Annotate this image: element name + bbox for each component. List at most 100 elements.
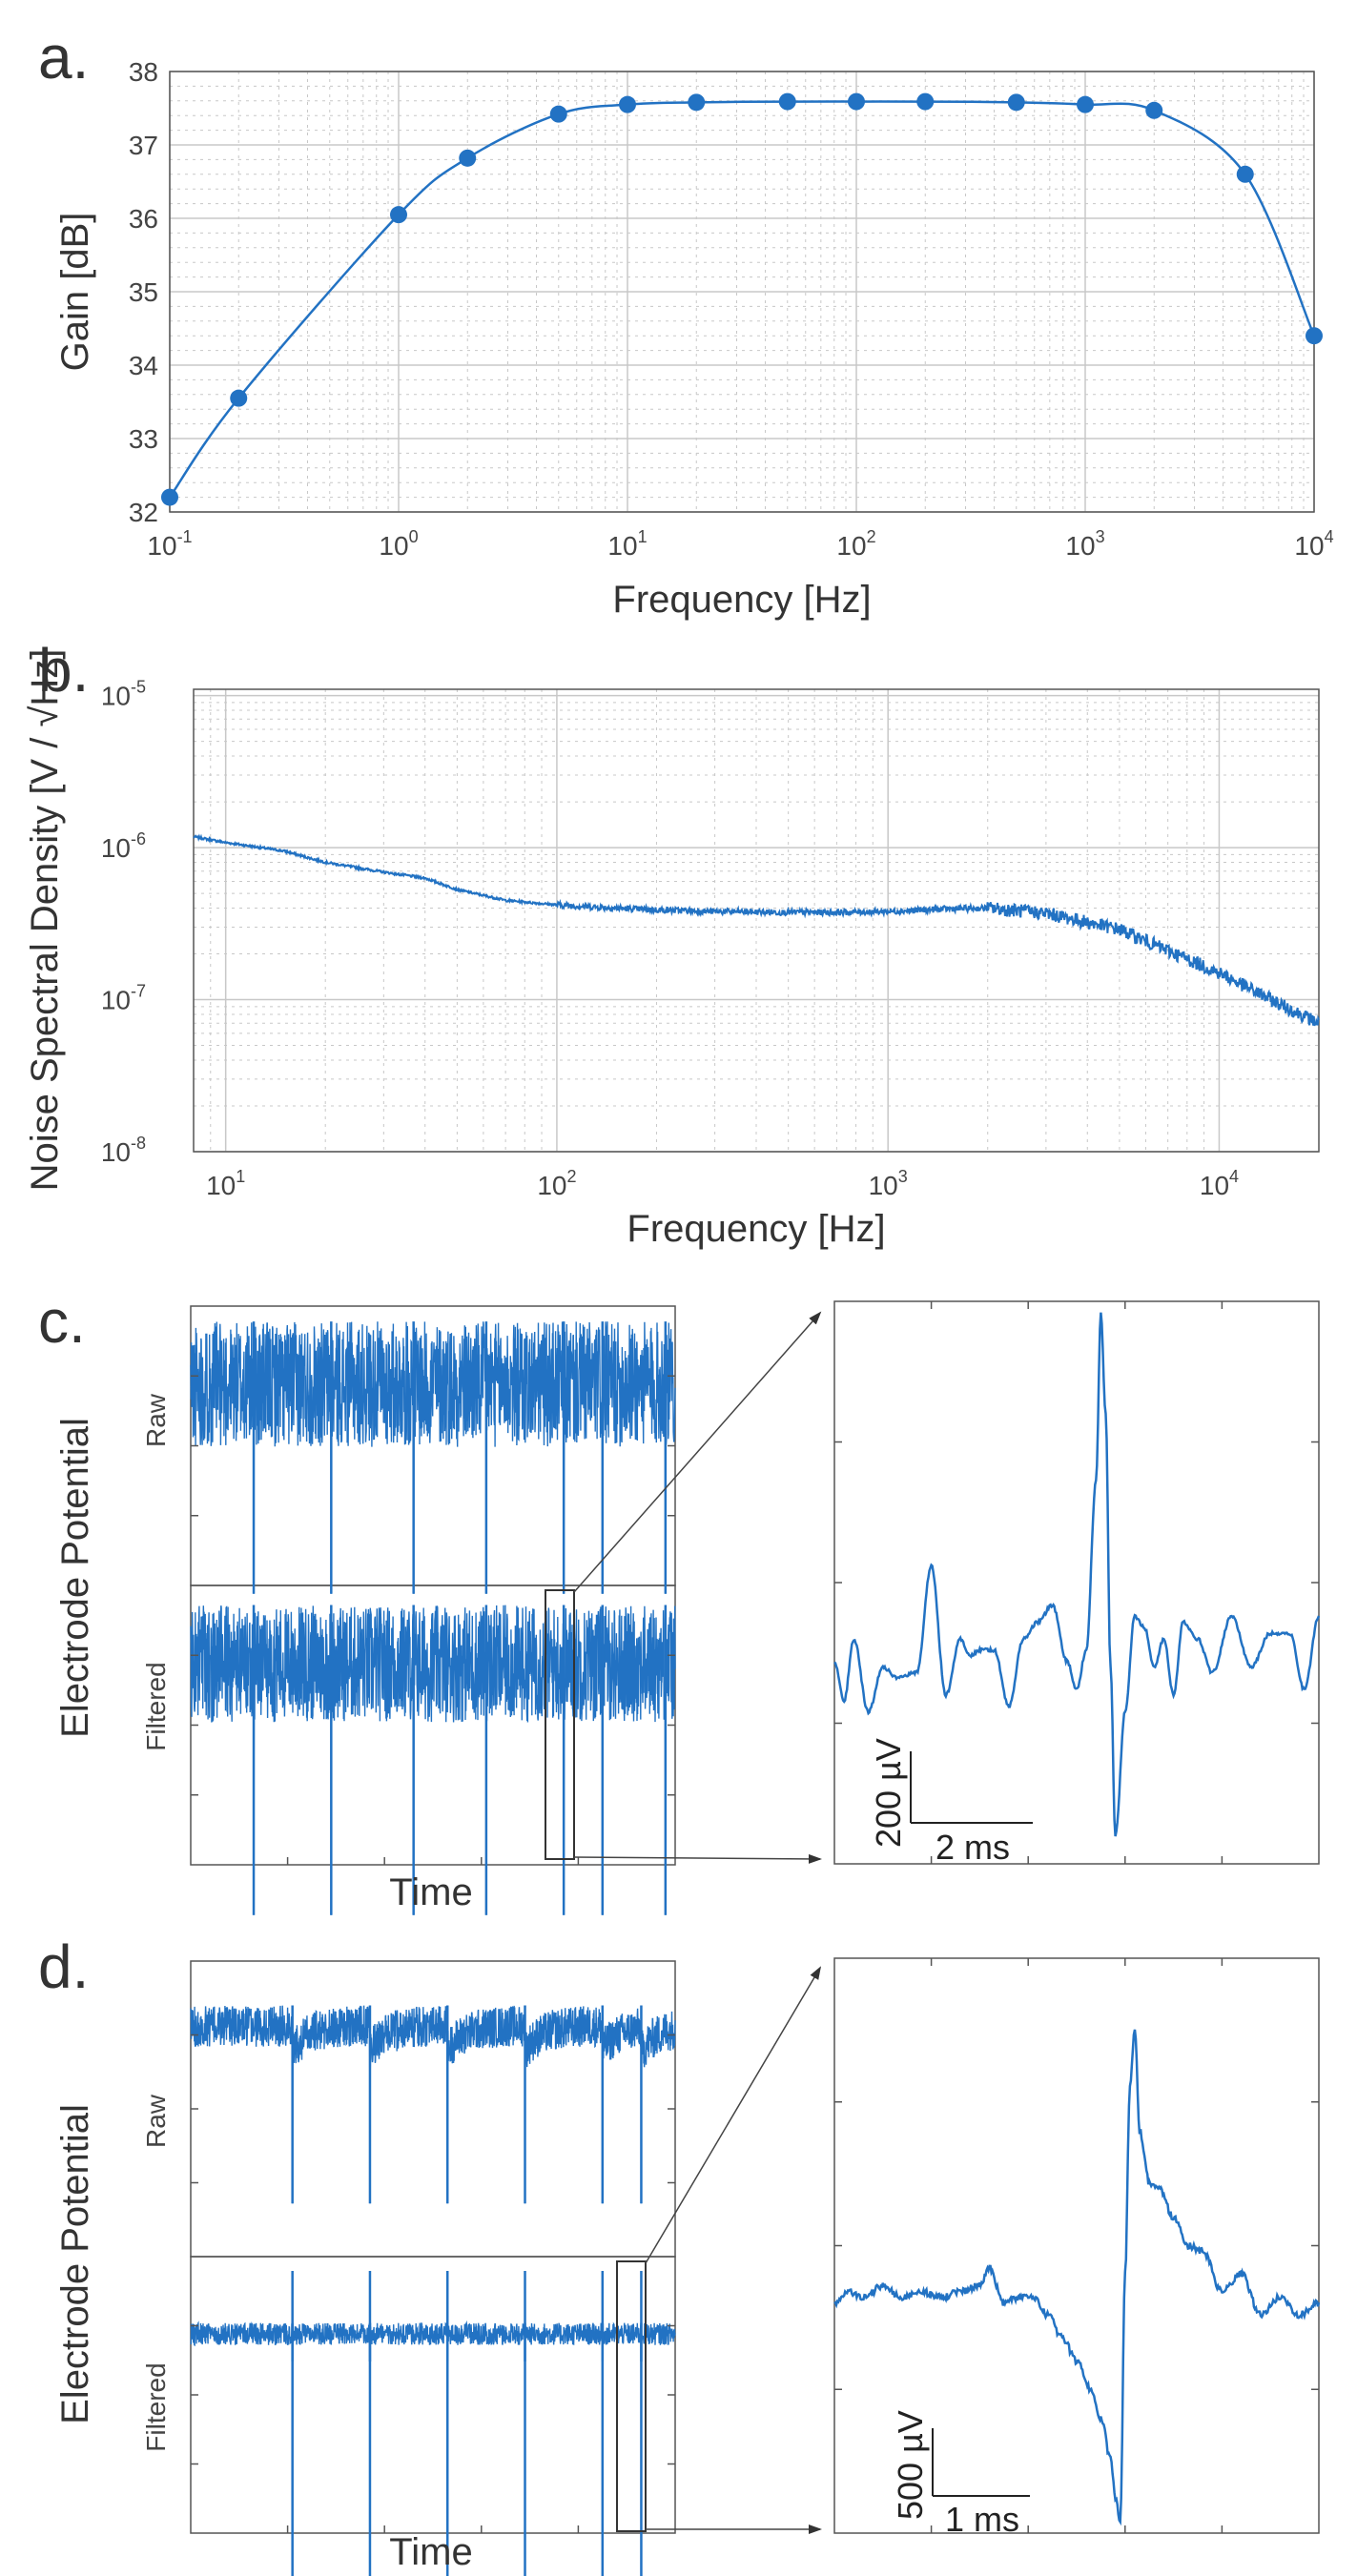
panel-a-xtick-label-base: 10 <box>147 531 176 561</box>
panel-d-filtered-label: Filtered <box>141 2362 171 2451</box>
panel-d-zoom-arrow-top <box>645 1966 822 2264</box>
panel-a-xtick-label: 103 <box>1065 527 1104 561</box>
panel-c-ylabel: Electrode Potential <box>54 1418 96 1738</box>
panel-b-ytick-label-base: 10 <box>101 1137 131 1167</box>
panel-a-xticks: 10-1 100 101 102 103 104 <box>147 527 1333 561</box>
panel-d: d. Electrode Potential Raw Filtered Time… <box>38 1932 1321 2576</box>
panel-a-ytick-label: 34 <box>129 351 158 380</box>
panel-b-xtick-label-base: 10 <box>869 1171 898 1200</box>
panel-b-xtick-label: 102 <box>537 1167 576 1200</box>
panel-a-ytick-label: 38 <box>129 57 158 87</box>
panel-a-xlabel: Frequency [Hz] <box>612 579 871 621</box>
panel-c: c. Electrode Potential Raw Filtered Time… <box>38 1287 1321 1915</box>
panel-b-xtick-label-base: 10 <box>537 1171 566 1200</box>
panel-a-xtick-label: 101 <box>607 527 647 561</box>
panel-a-gain-point <box>161 488 178 506</box>
panel-a-xtick-label-exp: 4 <box>1325 527 1334 546</box>
panel-a-ytick-label: 37 <box>129 131 158 160</box>
panel-c-ticks <box>191 1375 675 1865</box>
panel-d-zoom-trace <box>833 1958 1321 2533</box>
panel-b-ytick-label: 10-6 <box>101 829 146 863</box>
panel-a-gain-point <box>916 92 935 111</box>
panel-b-ytick-label: 10-5 <box>101 678 146 711</box>
panel-b-xtick-label: 104 <box>1200 1167 1239 1200</box>
panel-a-xtick-label: 10-1 <box>147 527 192 561</box>
panel-b-ytick-label-exp: -7 <box>131 982 146 1001</box>
panel-b-xtick-label: 103 <box>869 1167 908 1200</box>
panel-a-xtick-label-exp: -1 <box>177 527 193 546</box>
panel-a-xtick-label-base: 10 <box>1294 531 1324 561</box>
panel-b-ytick-label-exp: -6 <box>131 829 146 848</box>
panel-c-zoom-arrow-bottom <box>573 1853 822 1864</box>
panel-b-xtick-label-exp: 2 <box>566 1167 576 1186</box>
panel-a-gain-point <box>688 93 706 112</box>
panel-d-scalebar-v-label: 500 µV <box>891 2410 930 2520</box>
panel-a-xtick-label-base: 10 <box>607 531 637 561</box>
panel-b-series <box>193 833 1320 1027</box>
panel-b-xtick-label-base: 10 <box>206 1171 236 1200</box>
panel-d-zoom-line <box>833 2029 1321 2526</box>
panel-c-filtered-label: Filtered <box>141 1662 171 1750</box>
panel-a-letter: a. <box>38 23 89 92</box>
panel-b-ytick-label: 10-8 <box>101 1134 146 1167</box>
panel-d-filtered-trace <box>190 2271 676 2576</box>
panel-b-ytick-label: 10-7 <box>101 982 146 1015</box>
panel-a-axes-box <box>169 71 1315 513</box>
panel-a-xtick-label-base: 10 <box>836 531 866 561</box>
panel-b-xtick-label-exp: 4 <box>1229 1167 1239 1186</box>
panel-c-scalebar-t-label: 2 ms <box>936 1828 1010 1867</box>
panel-b-ytick-label-base: 10 <box>101 986 131 1015</box>
panel-b-yticks: 10-810-710-610-5 <box>101 678 146 1167</box>
panel-a-yticks: 32 33 34 35 36 37 38 <box>129 57 158 527</box>
panel-b-xticks: 101 102 103 104 <box>206 1167 1239 1200</box>
panel-b-xtick-label-base: 10 <box>1200 1171 1229 1200</box>
panel-a-gain-point <box>1145 101 1163 119</box>
panel-d-filtered-line <box>190 2320 676 2576</box>
panel-b-ytick-label-exp: -8 <box>131 1134 146 1153</box>
panel-b-noise-line <box>193 833 1320 1027</box>
panel-c-letter: c. <box>38 1287 86 1356</box>
panel-a-gain-point <box>619 95 636 113</box>
panel-a-gain-point <box>549 105 567 123</box>
panel-a-xtick-label-exp: 0 <box>409 527 419 546</box>
panel-a-series <box>161 92 1323 506</box>
panel-c-filtered-line <box>190 1605 676 1915</box>
panel-b-letter: b. <box>38 636 89 705</box>
panel-b-ytick-label-base: 10 <box>101 682 131 711</box>
panel-d-ylabel: Electrode Potential <box>54 2104 96 2424</box>
panel-a-gain-point <box>1007 93 1025 112</box>
panel-c-raw-trace <box>190 1321 676 1594</box>
panel-a-gain-point <box>1077 95 1094 113</box>
panel-a-xtick-label-base: 10 <box>379 531 408 561</box>
panel-a-ytick-label: 35 <box>129 277 158 307</box>
panel-c-zoom-arrow-top <box>573 1311 822 1593</box>
panel-b-ytick-label-exp: -5 <box>131 678 146 697</box>
panel-d-zoom-window <box>616 2260 647 2532</box>
panel-a-ytick-label: 36 <box>129 204 158 234</box>
panel-b-ylabel: Noise Spectral Density [V / √Hz] <box>24 649 66 1192</box>
panel-d-scalebar-t-label: 1 ms <box>945 2500 1019 2539</box>
panel-c-scalebar-v-label: 200 µV <box>869 1738 908 1848</box>
panel-a-gain-point <box>778 92 796 111</box>
panel-c-zoom-window <box>545 1589 575 1860</box>
panel-c-raw-label: Raw <box>141 1393 171 1447</box>
panel-a-gain-point <box>1306 327 1323 345</box>
panel-c-xlabel: Time <box>389 1871 472 1913</box>
panel-b-xtick-label-exp: 3 <box>898 1167 908 1186</box>
panel-a-xtick-label-exp: 3 <box>1096 527 1105 546</box>
panel-b-xlabel: Frequency [Hz] <box>627 1208 885 1250</box>
panel-a-gain-point <box>390 206 407 224</box>
panel-a-xtick-label-exp: 2 <box>867 527 876 546</box>
panel-b: b. 10-810-710-610-5 101 102 103 104 Frequen… <box>24 636 1320 1250</box>
panel-a-gain-point <box>848 92 865 111</box>
panel-a-xtick-label: 102 <box>836 527 875 561</box>
panel-d-raw-label: Raw <box>141 2094 171 2148</box>
panel-a-grid <box>169 71 1315 513</box>
panel-c-zoom-line <box>833 1312 1321 1837</box>
panel-b-grid <box>193 689 1320 1153</box>
panel-b-xtick-label-exp: 1 <box>236 1167 245 1186</box>
panel-d-ticks <box>191 2034 675 2533</box>
panel-b-xtick-label: 101 <box>206 1167 245 1200</box>
